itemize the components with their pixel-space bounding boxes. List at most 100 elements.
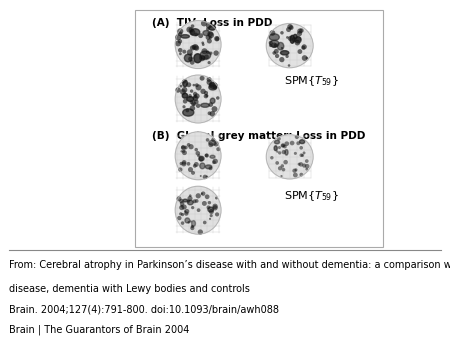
Point	[205, 204, 212, 210]
Point	[284, 54, 291, 59]
Point	[291, 37, 298, 43]
Point	[280, 167, 287, 172]
Point	[188, 27, 195, 33]
Point	[193, 147, 200, 152]
Point	[206, 38, 213, 44]
Point	[279, 30, 286, 35]
Point	[210, 137, 217, 143]
Ellipse shape	[187, 97, 194, 101]
Point	[183, 209, 190, 214]
Ellipse shape	[285, 150, 288, 155]
Ellipse shape	[290, 35, 294, 43]
Point	[181, 150, 188, 155]
Point	[201, 201, 208, 206]
Point	[185, 142, 192, 148]
Ellipse shape	[190, 29, 200, 35]
Point	[185, 198, 192, 204]
Point	[274, 149, 281, 154]
Point	[184, 108, 191, 113]
Point	[292, 172, 299, 178]
Point	[190, 101, 197, 106]
Point	[189, 45, 196, 51]
Ellipse shape	[293, 34, 297, 39]
Point	[297, 162, 305, 167]
Point	[176, 29, 184, 34]
Point	[201, 49, 208, 54]
Point	[206, 77, 213, 82]
Text: disease, dementia with Lewy bodies and controls: disease, dementia with Lewy bodies and c…	[9, 284, 250, 294]
Text: $\mathregular{SPM\{}T_{59}\mathregular{\}}$: $\mathregular{SPM\{}T_{59}\mathregular{\…	[284, 189, 338, 203]
Point	[203, 194, 211, 199]
Ellipse shape	[183, 80, 187, 87]
Point	[200, 21, 207, 26]
Ellipse shape	[183, 109, 194, 116]
Point	[207, 50, 215, 56]
Point	[195, 85, 202, 90]
Point	[274, 160, 281, 166]
Point	[192, 96, 199, 101]
Point	[270, 43, 278, 48]
Ellipse shape	[210, 155, 215, 158]
Ellipse shape	[266, 135, 313, 179]
Point	[278, 57, 285, 62]
Point	[189, 170, 197, 175]
Point	[301, 163, 308, 168]
Ellipse shape	[200, 163, 205, 169]
Point	[180, 161, 188, 167]
Point	[186, 27, 193, 32]
Point	[212, 159, 219, 164]
Point	[177, 167, 184, 172]
Point	[198, 191, 206, 196]
Point	[212, 50, 220, 56]
Point	[301, 150, 308, 155]
Point	[203, 153, 210, 158]
Point	[175, 41, 182, 46]
Point	[193, 32, 200, 37]
Point	[206, 79, 213, 85]
Point	[211, 106, 218, 112]
Point	[191, 163, 198, 169]
Point	[180, 79, 188, 84]
Point	[287, 36, 294, 41]
Point	[212, 141, 220, 146]
Point	[187, 219, 194, 224]
Ellipse shape	[199, 156, 204, 161]
Point	[197, 230, 204, 235]
Point	[186, 50, 194, 55]
Point	[270, 50, 278, 56]
Point	[280, 149, 288, 155]
Point	[213, 36, 220, 42]
Point	[279, 163, 286, 169]
Ellipse shape	[300, 140, 305, 144]
Point	[180, 89, 187, 95]
Point	[297, 145, 305, 150]
Point	[206, 60, 213, 65]
Text: (B)  Global grey matter: Loss in PDD: (B) Global grey matter: Loss in PDD	[152, 131, 366, 141]
Point	[185, 161, 192, 167]
Point	[281, 144, 288, 149]
Point	[179, 201, 186, 206]
Point	[296, 31, 303, 36]
Ellipse shape	[281, 144, 285, 147]
Point	[203, 54, 210, 59]
Point	[186, 196, 194, 201]
Point	[193, 198, 200, 203]
Point	[202, 174, 209, 180]
Point	[187, 56, 194, 62]
Point	[298, 28, 305, 33]
Point	[303, 167, 310, 172]
Point	[294, 40, 301, 45]
Ellipse shape	[175, 186, 221, 234]
Point	[288, 25, 295, 30]
Point	[275, 136, 283, 142]
Point	[194, 103, 202, 108]
Point	[200, 42, 207, 47]
Point	[187, 193, 194, 198]
Point	[285, 27, 292, 32]
Ellipse shape	[175, 75, 221, 123]
Point	[197, 33, 204, 38]
Point	[178, 161, 185, 166]
Point	[189, 224, 196, 229]
Ellipse shape	[201, 103, 209, 107]
Point	[185, 220, 192, 225]
